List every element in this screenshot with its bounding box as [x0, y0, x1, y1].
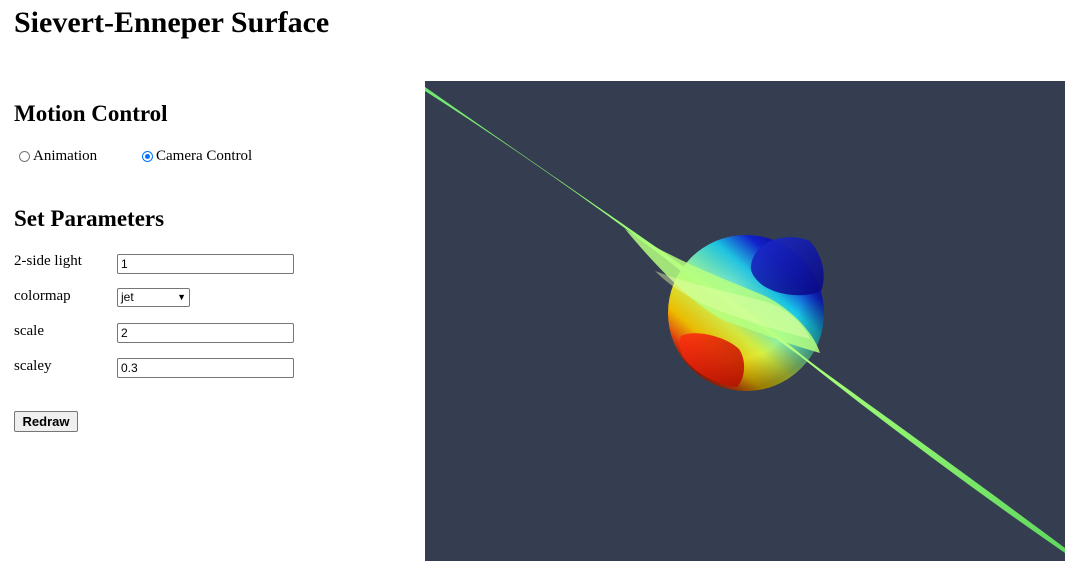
animation-radio[interactable] [19, 151, 30, 162]
two-side-light-label: 2-side light [14, 253, 82, 269]
scaley-input[interactable]: 0.3 [117, 358, 294, 378]
scale-input[interactable]: 2 [117, 323, 294, 343]
camera-control-label: Camera Control [156, 148, 253, 164]
sievert-enneper-surface-render [425, 87, 1065, 553]
red-cap [679, 333, 745, 387]
animation-radio-option[interactable]: Animation [19, 148, 97, 165]
colormap-selected-value: jet [121, 290, 134, 304]
colormap-select[interactable]: jet ▼ [117, 288, 190, 307]
page-title: Sievert-Enneper Surface [14, 6, 330, 39]
redraw-button[interactable]: Redraw [14, 411, 78, 432]
animation-label: Animation [33, 148, 98, 164]
scaley-label: scaley [14, 358, 52, 374]
sheet-highlight [655, 271, 810, 339]
two-side-light-input[interactable]: 1 [117, 254, 294, 274]
scale-label: scale [14, 323, 44, 339]
camera-control-radio[interactable] [142, 151, 153, 162]
blue-cap [750, 237, 824, 296]
sheet-fold [625, 229, 820, 353]
camera-control-radio-option[interactable]: Camera Control [142, 148, 252, 165]
chevron-down-icon: ▼ [177, 292, 186, 302]
set-parameters-heading: Set Parameters [14, 206, 165, 231]
colormap-label: colormap [14, 288, 71, 304]
diagonal-sheet [425, 87, 1065, 553]
motion-control-heading: Motion Control [14, 101, 168, 126]
3d-render-viewport[interactable] [425, 81, 1065, 561]
